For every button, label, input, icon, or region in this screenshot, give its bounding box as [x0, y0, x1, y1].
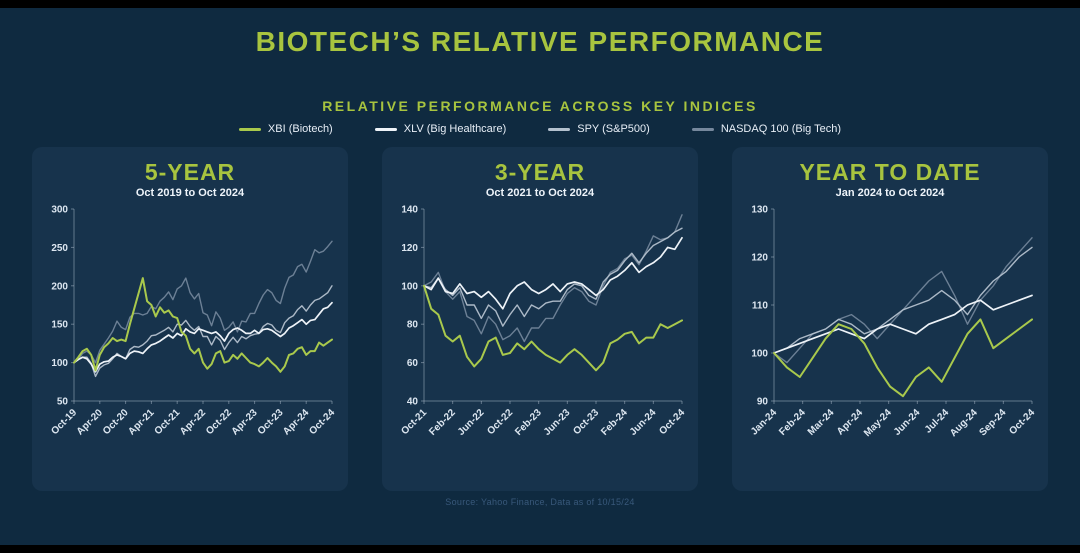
svg-text:100: 100 — [751, 349, 768, 360]
legend-item-xbi: XBI (Biotech) — [238, 123, 333, 135]
legend-label-spy: SPY (S&P500) — [577, 123, 650, 135]
xbi-line-swatch — [238, 127, 261, 131]
xlv-line-swatch — [374, 127, 397, 131]
svg-text:150: 150 — [51, 320, 68, 331]
svg-text:100: 100 — [51, 358, 68, 369]
legend-item-spy: SPY (S&P500) — [548, 123, 650, 135]
svg-text:120: 120 — [401, 243, 418, 254]
svg-text:Apr-23: Apr-23 — [230, 407, 260, 437]
spy-line-swatch — [548, 127, 571, 131]
svg-text:120: 120 — [751, 253, 768, 264]
svg-text:May-24: May-24 — [862, 407, 894, 439]
panel-ytd-subtitle: Jan 2024 to Oct 2024 — [835, 187, 945, 199]
svg-text:Jun-24: Jun-24 — [628, 407, 659, 438]
svg-text:200: 200 — [51, 281, 68, 292]
page-title: BIOTECH’S RELATIVE PERFORMANCE — [255, 26, 825, 57]
svg-text:250: 250 — [51, 243, 68, 254]
svg-text:40: 40 — [407, 397, 419, 408]
svg-text:140: 140 — [401, 205, 418, 216]
legend-label-xlv: XLV (Big Healthcare) — [403, 123, 507, 135]
svg-text:Oct-21: Oct-21 — [153, 407, 183, 437]
panel-5-year-subtitle: Oct 2019 to Oct 2024 — [135, 187, 245, 199]
svg-text:130: 130 — [751, 205, 768, 216]
nasdaq-line-swatch — [691, 127, 714, 131]
svg-text:Apr-24: Apr-24 — [835, 407, 865, 437]
chart-panels: 5-YEAR Oct 2019 to Oct 2024 300 250 200 150… — [0, 147, 1080, 491]
svg-text:100: 100 — [401, 281, 418, 292]
page-subtitle: RELATIVE PERFORMANCE ACROSS KEY INDICES — [322, 98, 758, 114]
svg-text:50: 50 — [57, 397, 69, 408]
letterbox-bottom — [0, 545, 1080, 553]
svg-text:Feb-22: Feb-22 — [427, 407, 458, 438]
legend-item-xlv: XLV (Big Healthcare) — [374, 123, 507, 135]
svg-text:Feb-24: Feb-24 — [777, 407, 808, 438]
panel-3-year-subtitle: Oct 2021 to Oct 2024 — [485, 187, 595, 199]
letterbox-top — [0, 0, 1080, 8]
svg-text:Oct-23: Oct-23 — [256, 407, 286, 437]
svg-text:Jun-22: Jun-22 — [456, 407, 487, 438]
svg-text:Oct-22: Oct-22 — [485, 407, 515, 437]
svg-text:Oct-24: Oct-24 — [657, 407, 687, 437]
panel-5-year-title: 5-YEAR — [144, 159, 236, 185]
svg-text:Feb-24: Feb-24 — [599, 407, 630, 438]
panel-5-year: 5-YEAR Oct 2019 to Oct 2024 300 250 200 150… — [32, 147, 348, 491]
panel-ytd: YEAR TO DATE Jan 2024 to Oct 2024 130 120… — [732, 147, 1048, 491]
svg-text:Feb-23: Feb-23 — [513, 407, 544, 438]
legend-label-nasdaq: NASDAQ 100 (Big Tech) — [720, 123, 842, 135]
svg-text:60: 60 — [407, 358, 419, 369]
svg-text:Oct-23: Oct-23 — [571, 407, 601, 437]
svg-text:Jun-23: Jun-23 — [542, 407, 573, 438]
legend-item-nasdaq: NASDAQ 100 (Big Tech) — [691, 123, 842, 135]
panel-3-year: 3-YEAR Oct 2021 to Oct 2024 140 120 100 80 6… — [382, 147, 698, 491]
legend-label-xbi: XBI (Biotech) — [267, 123, 333, 135]
svg-text:300: 300 — [51, 205, 68, 216]
svg-text:Apr-21: Apr-21 — [126, 407, 156, 437]
svg-text:Apr-22: Apr-22 — [178, 407, 208, 437]
svg-text:Oct-21: Oct-21 — [399, 407, 429, 437]
ytd-chart: 130 120 110 100 90Jan-24Feb-24Mar-24Apr-24Ma… — [749, 205, 1037, 440]
svg-text:Oct-24: Oct-24 — [307, 407, 337, 437]
svg-text:Apr-24: Apr-24 — [281, 407, 311, 437]
five-year-chart: 30025020015010050Oct-19Apr-20Oct-20Apr-2… — [49, 205, 337, 438]
svg-text:Jan-24: Jan-24 — [749, 407, 779, 437]
svg-text:Aug-24: Aug-24 — [948, 407, 980, 439]
panel-3-year-title: 3-YEAR — [494, 159, 586, 185]
source-note: Source: Yahoo Finance, Data as of 10/15/… — [445, 497, 635, 507]
svg-text:Jun-24: Jun-24 — [892, 407, 923, 438]
svg-text:Apr-20: Apr-20 — [75, 407, 105, 437]
panel-ytd-title: YEAR TO DATE — [799, 159, 981, 185]
legend: XBI (Biotech) XLV (Big Healthcare) SPY (… — [0, 123, 1080, 135]
svg-text:Oct-24: Oct-24 — [1007, 407, 1037, 437]
svg-text:Oct-22: Oct-22 — [204, 407, 234, 437]
svg-text:Oct-20: Oct-20 — [101, 407, 131, 437]
svg-text:110: 110 — [752, 301, 769, 312]
svg-text:80: 80 — [407, 320, 419, 331]
svg-text:Oct-19: Oct-19 — [49, 407, 79, 437]
three-year-chart: 140120100806040Oct-21Feb-22Jun-22Oct-22F… — [399, 205, 687, 438]
svg-text:90: 90 — [757, 397, 769, 408]
svg-text:Mar-24: Mar-24 — [806, 407, 837, 438]
svg-text:Sep-24: Sep-24 — [977, 407, 1008, 438]
